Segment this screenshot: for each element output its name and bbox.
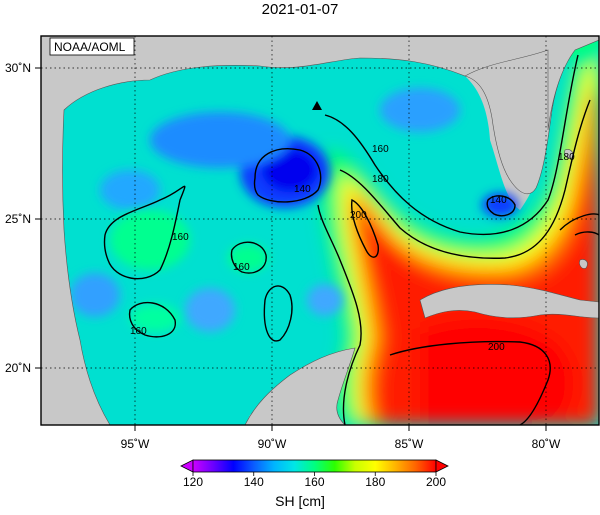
contour-200-a bbox=[351, 198, 380, 258]
contour-160-d bbox=[128, 301, 176, 338]
lat-tick-label: 25˚N bbox=[5, 212, 31, 226]
contour-200-c bbox=[574, 231, 599, 236]
lat-axis: 30˚N 25˚N 20˚N bbox=[5, 61, 31, 375]
colorbar-low-arrow bbox=[180, 459, 194, 473]
contour-140-a bbox=[253, 148, 322, 203]
graticule bbox=[41, 36, 599, 425]
contour-label: 180 bbox=[558, 152, 575, 163]
coastline bbox=[41, 36, 599, 425]
colorbar-tick-label: 140 bbox=[244, 475, 264, 489]
yucatan bbox=[244, 347, 356, 425]
lon-axis: 95˚W 90˚W 85˚W 80˚W bbox=[121, 437, 561, 451]
lon-tick-label: 90˚W bbox=[258, 437, 287, 451]
colorbar-tick-label: 200 bbox=[426, 475, 446, 489]
colorbar-label: SH [cm] bbox=[275, 493, 325, 509]
contour-label: 140 bbox=[490, 195, 507, 206]
colorbar-tick-label: 120 bbox=[183, 475, 203, 489]
contour-label: 160 bbox=[172, 232, 189, 243]
contour-label: 160 bbox=[233, 262, 250, 273]
cool-eddies bbox=[70, 36, 599, 332]
contour-label: 200 bbox=[350, 210, 367, 221]
contour-140-b bbox=[486, 195, 516, 217]
colorbar-tick-label: 180 bbox=[365, 475, 385, 489]
contour-160-b bbox=[103, 185, 186, 280]
contour-label: 200 bbox=[488, 342, 505, 353]
credit-box: NOAA/AOML bbox=[49, 37, 135, 56]
colorbar-bar bbox=[192, 459, 437, 473]
figure-title: 2021-01-07 bbox=[261, 1, 339, 18]
colorbar-high-arrow bbox=[435, 459, 449, 473]
colorbar: 120 140 160 180 200 bbox=[180, 459, 449, 489]
lon-tick-label: 85˚W bbox=[395, 437, 424, 451]
colorbar-tick-label: 160 bbox=[304, 475, 324, 489]
lat-tick-label: 20˚N bbox=[5, 361, 31, 375]
tick-marks bbox=[35, 67, 547, 431]
contour-180-c bbox=[559, 213, 599, 231]
cuba bbox=[419, 284, 599, 319]
contour-label: 160 bbox=[372, 144, 389, 155]
credit-label: NOAA/AOML bbox=[54, 40, 126, 54]
islands bbox=[579, 259, 588, 269]
map-frame bbox=[40, 35, 600, 426]
green-patches bbox=[110, 210, 268, 332]
station-triangle-icon bbox=[312, 101, 322, 110]
contour-labels: 140 140 160 160 160 160 180 180 200 200 bbox=[130, 144, 575, 353]
contour-180-b bbox=[317, 204, 362, 425]
contour-label: 180 bbox=[372, 174, 389, 185]
contour-180-a bbox=[339, 99, 591, 259]
us-coast bbox=[41, 36, 599, 425]
contour-160-e bbox=[263, 285, 293, 342]
contour-lines bbox=[103, 54, 599, 425]
lat-tick-label: 30˚N bbox=[5, 61, 31, 75]
contour-200-b bbox=[389, 340, 551, 425]
contour-160-a bbox=[324, 54, 579, 236]
lon-tick-label: 95˚W bbox=[121, 437, 150, 451]
contour-label: 140 bbox=[294, 184, 311, 195]
lon-tick-label: 80˚W bbox=[532, 437, 561, 451]
contour-label: 160 bbox=[130, 326, 147, 337]
contour-160-c bbox=[230, 241, 267, 274]
